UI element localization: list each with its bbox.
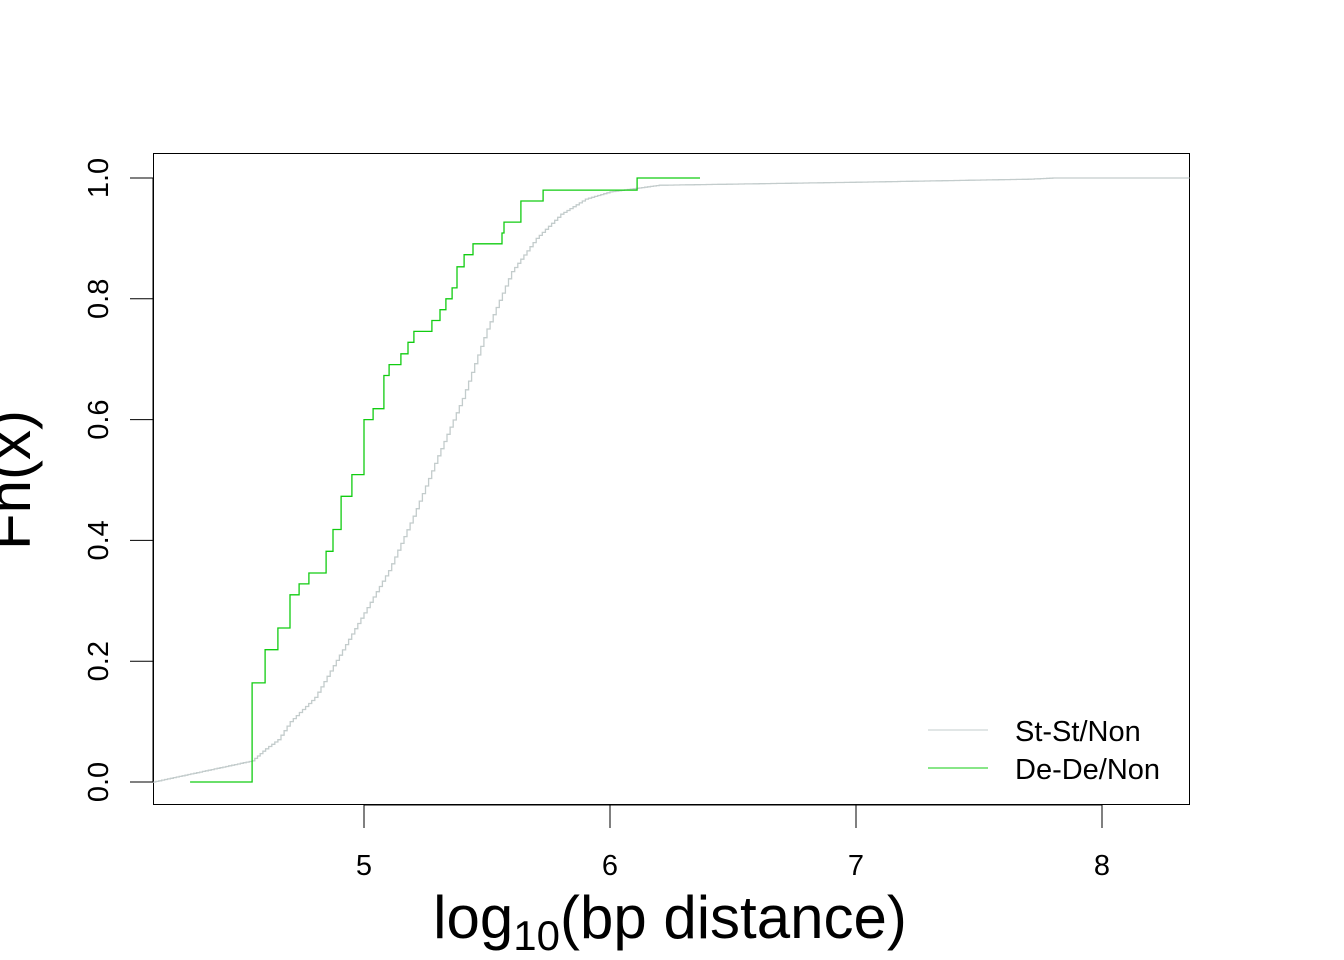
x-axis-label-sub: 10: [513, 912, 560, 959]
legend-label-st: St-St/Non: [1015, 716, 1141, 748]
y-tick-label: 0.4: [83, 520, 115, 560]
y-tick-label: 0.8: [83, 279, 115, 319]
y-tick-label: 0.6: [83, 399, 115, 439]
y-axis-label: Fn(x): [0, 410, 43, 550]
series-layer: [152, 177, 1190, 783]
axes-layer: 5 6 7 8 0.0 0.2 0.4 0.6 0.8 1.0: [83, 158, 1110, 882]
x-tick-label: 6: [602, 850, 618, 882]
x-axis-label: log10(bp distance): [433, 884, 907, 959]
series-line-de-de-non: [190, 177, 700, 783]
y-tick-label: 0.2: [83, 641, 115, 681]
x-tick-label: 8: [1094, 850, 1110, 882]
y-tick-label: 1.0: [83, 158, 115, 198]
series-line-st-st-non: [152, 177, 1190, 783]
x-tick-label: 7: [848, 850, 864, 882]
legend-label-de: De-De/Non: [1015, 754, 1160, 786]
x-axis-label-main: log: [433, 884, 513, 951]
x-tick-label: 5: [356, 850, 372, 882]
y-tick-label: 0.0: [83, 762, 115, 802]
legend: St-St/Non De-De/Non: [928, 716, 1160, 786]
x-axis-label-rest: (bp distance): [560, 884, 907, 951]
